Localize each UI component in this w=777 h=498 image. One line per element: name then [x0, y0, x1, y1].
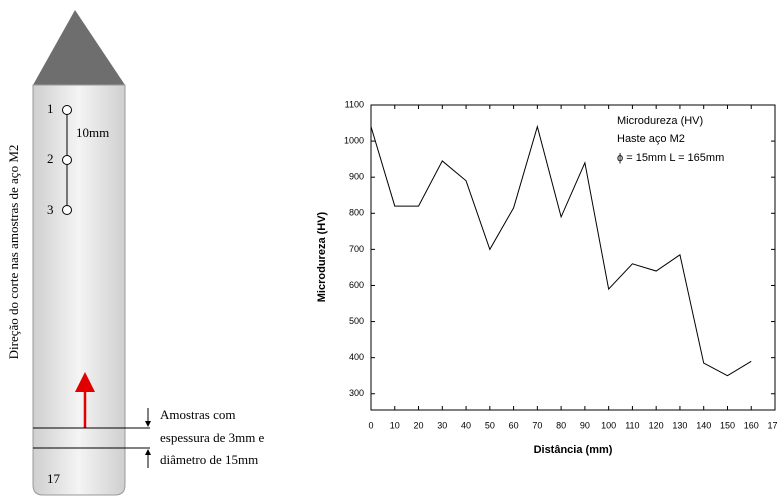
x-tick-label: 0 — [368, 420, 373, 430]
y-axis-title: Microdureza (HV) — [316, 211, 328, 302]
y-tick-label: 600 — [349, 280, 364, 290]
x-tick-label: 10 — [390, 420, 400, 430]
sample-note: diâmetro de 15mm — [160, 452, 258, 467]
x-tick-label: 110 — [625, 420, 639, 430]
rod-tip — [33, 10, 125, 85]
x-tick-label: 80 — [556, 420, 566, 430]
point-label: 2 — [47, 151, 54, 166]
page: {"diagram": {"point_labels": ["1", "2", … — [0, 0, 777, 498]
y-tick-label: 900 — [349, 172, 364, 182]
y-tick-label: 1100 — [345, 99, 364, 109]
x-tick-label: 50 — [485, 420, 495, 430]
plot-frame — [371, 105, 775, 410]
y-tick-label: 800 — [349, 208, 364, 218]
y-tick-label: 700 — [349, 244, 364, 254]
x-tick-label: 90 — [580, 420, 590, 430]
x-tick-label: 60 — [509, 420, 519, 430]
point — [63, 156, 72, 165]
point — [63, 106, 72, 115]
spacing-label: 10mm — [76, 125, 109, 140]
y-tick-label: 1000 — [344, 135, 364, 145]
x-tick-label: 70 — [532, 420, 542, 430]
rod-body — [33, 85, 125, 495]
point-label: 1 — [47, 101, 54, 116]
x-tick-label: 140 — [696, 420, 711, 430]
sample-note: espessura de 3mm e — [160, 430, 265, 445]
data-line — [371, 127, 751, 376]
cut-direction: Direção do corte nas amostras de aço M2 — [6, 145, 21, 360]
x-tick-label: 20 — [414, 420, 424, 430]
x-tick-label: 30 — [437, 420, 447, 430]
figure: 1 2 3 10mm Amostras com espessura de 3mm… — [0, 0, 777, 498]
x-tick-label: 40 — [461, 420, 471, 430]
y-tick-label: 300 — [349, 388, 364, 398]
point-label: 17 — [47, 471, 61, 486]
x-tick-label: 170 — [767, 420, 777, 430]
sample-note: Amostras com — [160, 407, 235, 422]
point — [63, 206, 72, 215]
y-tick-label: 500 — [349, 316, 364, 326]
x-tick-label: 130 — [672, 420, 687, 430]
x-tick-label: 160 — [744, 420, 759, 430]
y-tick-label: 400 — [349, 352, 364, 362]
x-tick-label: 100 — [601, 420, 616, 430]
point-label: 3 — [47, 202, 54, 217]
annotation: Microdureza (HV) — [617, 115, 703, 127]
x-axis-title: Distância (mm) — [534, 444, 613, 456]
x-tick-label: 150 — [720, 420, 735, 430]
annotation: ϕ = 15mm L = 165mm — [617, 152, 724, 164]
annotation: Haste aço M2 — [617, 133, 685, 145]
rod-diagram: 1 2 3 10mm Amostras com espessura de 3mm… — [6, 10, 265, 495]
x-tick-label: 120 — [649, 420, 664, 430]
